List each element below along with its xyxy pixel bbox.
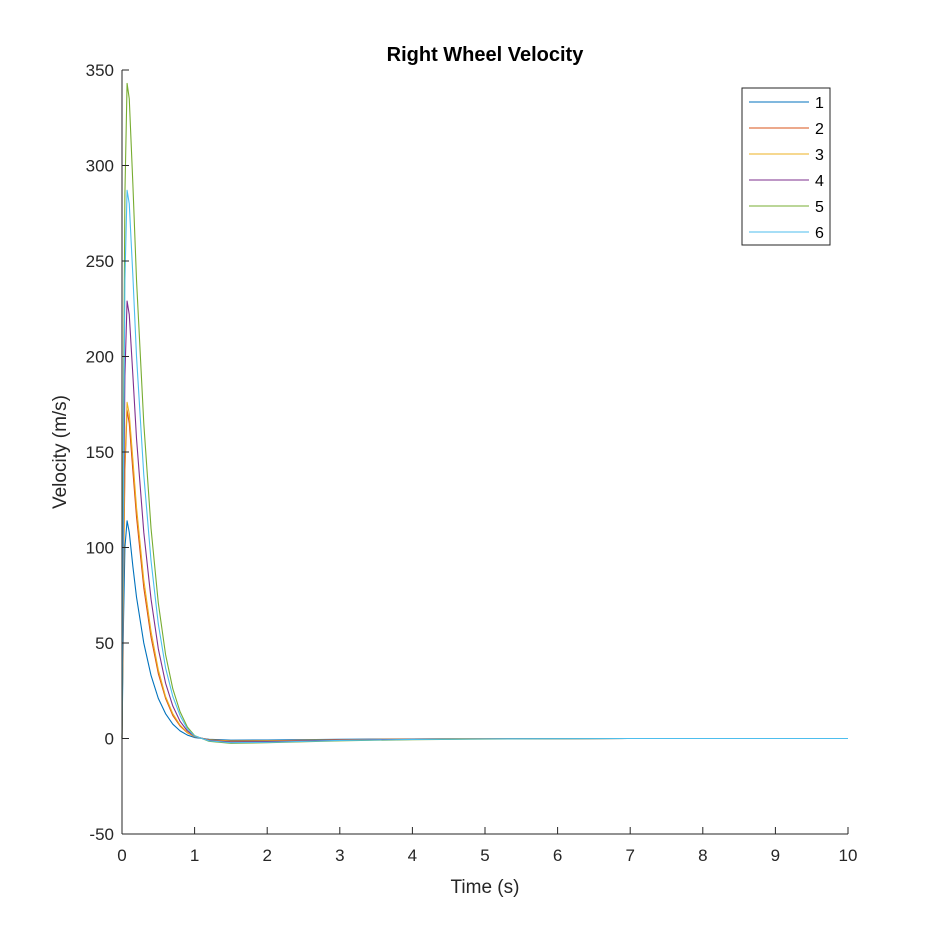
- y-tick-label: -50: [89, 825, 114, 844]
- x-tick-label: 1: [190, 846, 199, 865]
- x-tick-label: 6: [553, 846, 562, 865]
- legend-label-5: 5: [815, 199, 824, 216]
- y-tick-label: 50: [95, 634, 114, 653]
- series-line-6: [121, 189, 848, 744]
- legend-label-6: 6: [815, 225, 824, 242]
- x-tick-label: 8: [698, 846, 707, 865]
- x-tick-label: 0: [117, 846, 126, 865]
- plot-lines: [121, 82, 848, 744]
- legend-label-3: 3: [815, 147, 824, 164]
- plot-area: [122, 70, 848, 834]
- y-tick-label: 250: [86, 252, 114, 271]
- legend-label-1: 1: [815, 95, 824, 112]
- y-tick-label: 200: [86, 348, 114, 367]
- x-tick-label: 2: [262, 846, 271, 865]
- x-axis-label: Time (s): [451, 877, 520, 898]
- x-tick-label: 3: [335, 846, 344, 865]
- x-tick-label: 9: [771, 846, 780, 865]
- legend-label-2: 2: [815, 121, 824, 138]
- y-tick-label: 300: [86, 157, 114, 176]
- legend: 1 2 3 4 5 6: [741, 87, 831, 246]
- x-tick-label: 4: [408, 846, 417, 865]
- y-tick-label: 0: [105, 730, 114, 749]
- x-axis-ticks: 0 1 2 3 4 5 6 7 8 9 10: [117, 827, 857, 865]
- x-tick-label: 7: [625, 846, 634, 865]
- y-axis-label: Velocity (m/s): [50, 395, 71, 509]
- x-tick-label: 5: [480, 846, 489, 865]
- y-tick-label: 350: [86, 61, 114, 80]
- y-tick-label: 100: [86, 539, 114, 558]
- chart-title: Right Wheel Velocity: [387, 44, 585, 66]
- y-tick-label: 150: [86, 443, 114, 462]
- legend-box: [741, 87, 831, 246]
- legend-label-4: 4: [815, 173, 824, 190]
- y-axis-ticks: -50 0 50 100 150 200 250 300 350: [86, 61, 129, 844]
- x-tick-label: 10: [839, 846, 858, 865]
